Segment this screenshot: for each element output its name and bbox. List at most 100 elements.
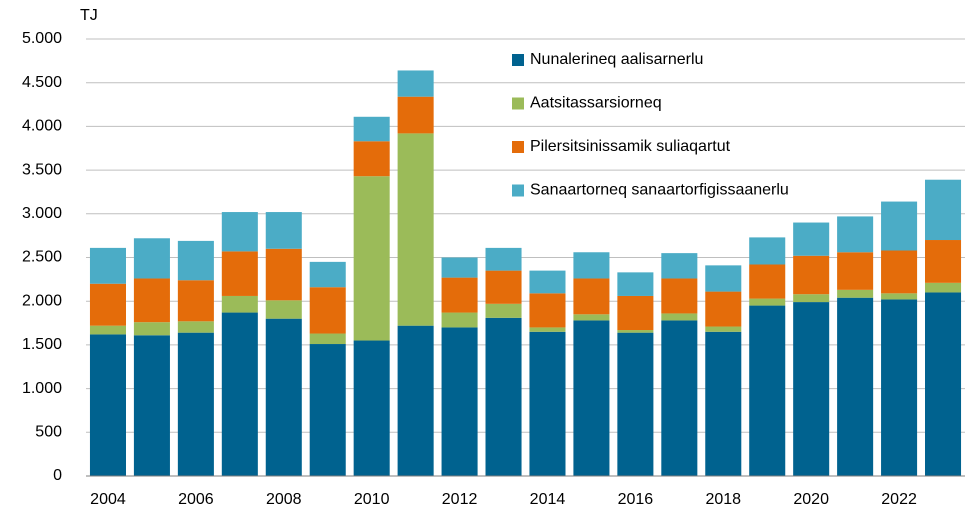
bar-segment <box>221 295 258 313</box>
bar-segment <box>749 237 786 265</box>
x-tick-label: 2006 <box>178 491 214 508</box>
bar-segment <box>309 261 346 288</box>
bar-segment <box>353 176 390 341</box>
x-tick-label: 2004 <box>90 491 126 508</box>
bar-segment <box>573 314 610 321</box>
bar-segment <box>529 293 566 328</box>
bar-segment <box>353 116 390 142</box>
bar-segment <box>705 265 742 292</box>
bar-segment <box>177 280 214 322</box>
bar-segment <box>309 344 346 476</box>
bar-segment <box>133 238 170 279</box>
y-tick-label: 1.500 <box>22 336 62 353</box>
bar-segment <box>221 212 258 252</box>
bar-segment <box>837 216 874 253</box>
bar-segment <box>221 312 258 476</box>
y-tick-label: 1.000 <box>22 380 62 397</box>
bar-segment <box>221 251 258 296</box>
bar-segment <box>441 277 478 313</box>
bar-segment <box>529 327 566 332</box>
bar-segment <box>661 320 698 476</box>
bar-segment <box>749 298 786 306</box>
bar-segment <box>397 133 434 326</box>
bar-segment <box>89 247 126 284</box>
bar-segment <box>309 333 346 345</box>
bar-segment <box>793 222 830 256</box>
bar-segment <box>837 252 874 290</box>
bar-segment <box>925 292 962 476</box>
bar-segment <box>177 332 214 476</box>
bar-segment <box>265 248 302 301</box>
bar-segment <box>573 278 610 315</box>
bar-segment <box>485 303 522 318</box>
bar-segment <box>793 255 830 295</box>
bar-segment <box>133 278 170 323</box>
bar-segment <box>397 70 434 97</box>
bar-segment <box>617 295 654 331</box>
bar-segment <box>265 212 302 249</box>
bar-segment <box>881 201 918 251</box>
bar-segment <box>529 331 566 476</box>
bar-segment <box>89 283 126 326</box>
bar-segment <box>925 240 962 283</box>
x-tick-label: 2010 <box>354 491 390 508</box>
bar-segment <box>485 247 522 271</box>
y-axis-label: TJ <box>80 7 98 24</box>
bar-segment <box>441 312 478 328</box>
y-tick-label: 500 <box>35 424 62 441</box>
bar-segment <box>705 291 742 327</box>
bar-segment <box>793 294 830 303</box>
bar-segment <box>485 270 522 304</box>
bar-segment <box>177 240 214 281</box>
legend-label: Sanaartorneq sanaartorfigissaanerlu <box>530 182 789 199</box>
bar-segment <box>133 335 170 476</box>
bar-segment <box>749 305 786 476</box>
bar-segment <box>837 289 874 298</box>
legend-swatch <box>512 97 524 110</box>
bar-segment <box>573 320 610 476</box>
bar-segment <box>705 331 742 476</box>
bar-segment <box>529 270 566 294</box>
bar-segment <box>485 317 522 476</box>
bar-segment <box>837 297 874 476</box>
legend-swatch <box>512 141 524 153</box>
bar-segment <box>573 252 610 279</box>
y-tick-label: 3.000 <box>22 205 62 222</box>
bar-segment <box>397 96 434 134</box>
bar-segment <box>89 325 126 335</box>
bar-segment <box>89 334 126 476</box>
bar-segment <box>705 326 742 332</box>
bar-segment <box>661 253 698 279</box>
bar-segment <box>353 141 390 177</box>
bar-segment <box>265 300 302 319</box>
bar-segment <box>881 293 918 300</box>
legend-label: Nunalerineq aalisarnerlu <box>530 51 703 68</box>
bar-segment <box>353 340 390 476</box>
bar-segment <box>617 332 654 476</box>
bar-segment <box>397 325 434 476</box>
x-tick-label: 2014 <box>530 491 566 508</box>
x-tick-label: 2022 <box>881 491 917 508</box>
bar-segment <box>441 257 478 278</box>
bar-segment <box>441 327 478 476</box>
y-tick-label: 2.500 <box>22 249 62 266</box>
bar-segment <box>925 179 962 241</box>
legend-label: Pilersitsinissamik suliaqartut <box>530 138 731 155</box>
y-tick-label: 0 <box>53 467 62 484</box>
bar-segment <box>617 330 654 333</box>
legend-swatch <box>512 184 524 197</box>
bar-segment <box>661 278 698 314</box>
y-tick-label: 4.500 <box>22 74 62 91</box>
bar-segment <box>749 264 786 299</box>
bar-segment <box>617 272 654 296</box>
bar-segment <box>881 250 918 294</box>
y-tick-label: 3.500 <box>22 161 62 178</box>
x-tick-label: 2016 <box>618 491 654 508</box>
bar-segment <box>925 282 962 293</box>
bar-segment <box>177 321 214 333</box>
x-tick-label: 2018 <box>705 491 741 508</box>
bar-segment <box>793 302 830 476</box>
legend-swatch <box>512 54 524 66</box>
y-tick-label: 5.000 <box>22 30 62 47</box>
